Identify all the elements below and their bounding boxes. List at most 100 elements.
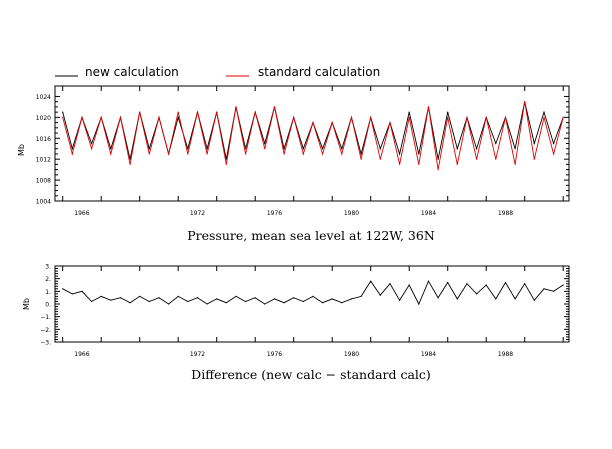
y-tick-label: 1008 xyxy=(36,178,51,185)
x-tick-label: 1966 xyxy=(74,351,89,358)
y-tick-label: 3. xyxy=(45,264,51,271)
data-point xyxy=(437,297,439,299)
data-point xyxy=(322,153,324,155)
difference-panel: −3. −2. −1. 0. 1. 2. 3. 1966 1972 1976 1980 1984 198… xyxy=(22,264,570,382)
data-point xyxy=(476,293,478,295)
data-point xyxy=(360,158,362,160)
y-tick-label: −3. xyxy=(40,340,51,347)
y-tick-label: 1004 xyxy=(36,199,51,206)
x-tick-label: 1972 xyxy=(190,351,205,358)
data-point xyxy=(91,300,93,303)
y-tick-label: 1012 xyxy=(36,157,51,164)
data-point xyxy=(216,298,218,300)
data-point xyxy=(129,302,131,304)
data-point xyxy=(447,281,449,284)
data-point xyxy=(476,148,478,150)
y-tick-label: 1. xyxy=(45,289,51,296)
difference-chart-title: Difference (new calc − standard calc) xyxy=(191,367,431,382)
data-point xyxy=(100,295,102,297)
data-point xyxy=(533,158,535,160)
data-point xyxy=(553,290,555,292)
data-point xyxy=(129,163,131,165)
data-point xyxy=(168,303,170,305)
data-point xyxy=(187,153,189,155)
series-line-primary xyxy=(62,101,564,160)
data-point xyxy=(379,294,381,296)
data-point xyxy=(62,111,64,113)
x-tick-label: 1980 xyxy=(344,210,359,217)
series-line-primary xyxy=(62,280,564,306)
data-point xyxy=(110,153,112,155)
data-point xyxy=(110,148,112,150)
data-point xyxy=(514,148,516,150)
data-point xyxy=(360,295,362,297)
data-point xyxy=(264,148,266,150)
data-point xyxy=(370,116,372,118)
difference-plot-frame xyxy=(54,265,570,343)
difference-axis-ticks: −3. −2. −1. 0. 1. 2. 3. 1966 1972 1976 1980 1984 198… xyxy=(40,264,569,358)
data-point xyxy=(533,142,535,145)
pressure-chart-title: Pressure, mean sea level at 122W, 36N xyxy=(187,228,435,243)
data-point xyxy=(168,153,170,155)
pressure-series-lines xyxy=(62,101,564,171)
data-point xyxy=(427,106,430,108)
data-point xyxy=(427,280,430,282)
legend-new-label: new calculation xyxy=(85,65,179,79)
y-tick-label: −2. xyxy=(40,327,51,334)
data-point xyxy=(389,283,391,285)
data-point xyxy=(553,153,555,155)
x-tick-label: 1966 xyxy=(74,210,89,217)
data-point xyxy=(100,116,102,118)
data-point xyxy=(379,158,381,160)
data-point xyxy=(235,295,237,297)
y-tick-label: −1. xyxy=(40,314,51,321)
data-point xyxy=(466,283,468,285)
data-point xyxy=(148,300,150,303)
data-point xyxy=(273,106,276,108)
data-point xyxy=(408,116,410,118)
data-point xyxy=(312,295,314,297)
pressure-y-axis-label: Mb xyxy=(17,144,26,156)
data-point xyxy=(245,300,247,303)
data-point xyxy=(302,148,304,150)
legend: new calculation standard calculation xyxy=(55,65,380,79)
data-point xyxy=(245,148,247,150)
data-point xyxy=(139,111,141,113)
data-point xyxy=(495,298,497,300)
data-point xyxy=(399,299,401,301)
data-point xyxy=(437,169,439,171)
data-point xyxy=(524,101,526,103)
legend-standard-label: standard calculation xyxy=(258,65,380,79)
data-point xyxy=(543,288,545,290)
x-tick-label: 1976 xyxy=(267,351,282,358)
data-point xyxy=(110,299,112,301)
data-point xyxy=(91,142,93,145)
x-tick-label: 1976 xyxy=(267,210,282,217)
data-point xyxy=(187,148,189,150)
data-point xyxy=(119,116,122,118)
data-point xyxy=(466,116,468,118)
data-point xyxy=(485,116,487,118)
data-point xyxy=(408,284,410,286)
data-point xyxy=(408,111,410,113)
y-tick-label: 1024 xyxy=(36,94,51,101)
data-point xyxy=(62,116,64,118)
data-point xyxy=(533,299,535,301)
data-point xyxy=(399,153,401,155)
data-point xyxy=(350,298,353,300)
data-point xyxy=(331,298,333,300)
data-point xyxy=(456,163,458,165)
data-point xyxy=(177,116,179,118)
data-point xyxy=(562,284,564,286)
data-point xyxy=(456,148,458,150)
data-point xyxy=(456,298,458,300)
data-point xyxy=(341,148,343,150)
data-point xyxy=(81,290,83,292)
data-point xyxy=(476,158,478,160)
data-point xyxy=(350,116,353,118)
data-point xyxy=(437,158,439,160)
data-point xyxy=(206,153,208,155)
difference-series-lines xyxy=(62,280,564,306)
data-point xyxy=(331,122,333,124)
